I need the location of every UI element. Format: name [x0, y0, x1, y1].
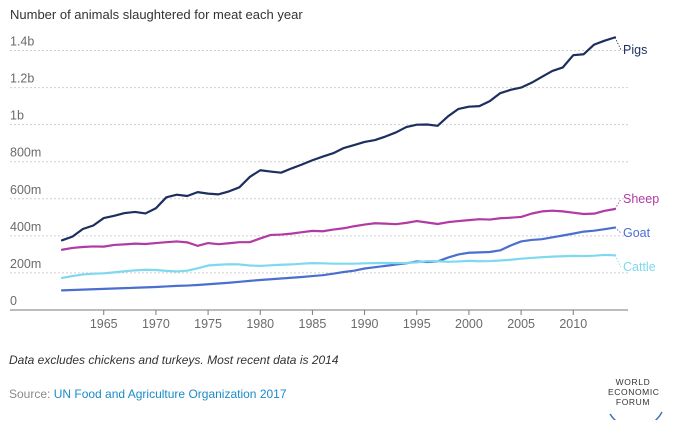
- data-note: Data excludes chickens and turkeys. Most…: [9, 353, 339, 367]
- series-labels: Pigs Sheep Goat Cattle: [614, 37, 659, 274]
- chart-title: Number of animals slaughtered for meat e…: [10, 7, 303, 22]
- leader-goat: [614, 227, 622, 234]
- x-tick-label: 1975: [194, 317, 222, 331]
- leader-cattle: [614, 255, 622, 268]
- series-label-pigs: Pigs: [623, 43, 647, 57]
- series-line-goat: [60, 226, 617, 292]
- wef-logo-arc-icon: [609, 411, 663, 420]
- leader-sheep: [614, 198, 622, 210]
- y-tick-label: 400m: [10, 220, 41, 234]
- x-tick-label: 1980: [246, 317, 274, 331]
- y-tick-label: 600m: [10, 183, 41, 197]
- x-axis-ticks: 1965 1970 1975 1980 1985 1990 1995 2000 2005 2010: [90, 310, 587, 331]
- series-lines: [60, 36, 617, 292]
- series-line-pigs: [60, 36, 617, 242]
- logo-line-economic: ECONOMIC: [608, 387, 660, 397]
- x-tick-label: 1970: [142, 317, 170, 331]
- x-tick-label: 2000: [455, 317, 483, 331]
- x-tick-label: 1995: [403, 317, 431, 331]
- series-line-cattle: [60, 253, 617, 280]
- leader-pigs: [614, 37, 622, 51]
- source-line: Source: UN Food and Agriculture Organiza…: [9, 387, 287, 401]
- y-tick-label: 0: [10, 294, 17, 308]
- series-label-sheep: Sheep: [623, 192, 659, 206]
- y-tick-label: 1b: [10, 109, 24, 123]
- x-tick-label: 1990: [351, 317, 379, 331]
- y-tick-label: 800m: [10, 146, 41, 160]
- source-link[interactable]: UN Food and Agriculture Organization 201…: [53, 387, 287, 401]
- wef-logo: WORLD ECONOMIC FORUM: [608, 377, 660, 407]
- series-label-goat: Goat: [623, 226, 651, 240]
- source-prefix: Source:: [9, 387, 54, 401]
- x-tick-label: 1985: [299, 317, 327, 331]
- x-tick-label: 2005: [507, 317, 535, 331]
- logo-line-world: WORLD: [615, 377, 651, 387]
- logo-line-forum: FORUM: [615, 397, 651, 407]
- y-tick-label: 1.4b: [10, 35, 34, 49]
- y-axis-ticks: 0 200m 400m 600m 800m 1b 1.2b 1.4b: [10, 35, 41, 308]
- x-tick-label: 1965: [90, 317, 118, 331]
- gridlines: [10, 50, 628, 311]
- x-tick-label: 2010: [559, 317, 587, 331]
- series-label-cattle: Cattle: [623, 260, 656, 274]
- y-tick-label: 1.2b: [10, 72, 34, 86]
- series-line-sheep: [60, 207, 617, 251]
- y-tick-label: 200m: [10, 257, 41, 271]
